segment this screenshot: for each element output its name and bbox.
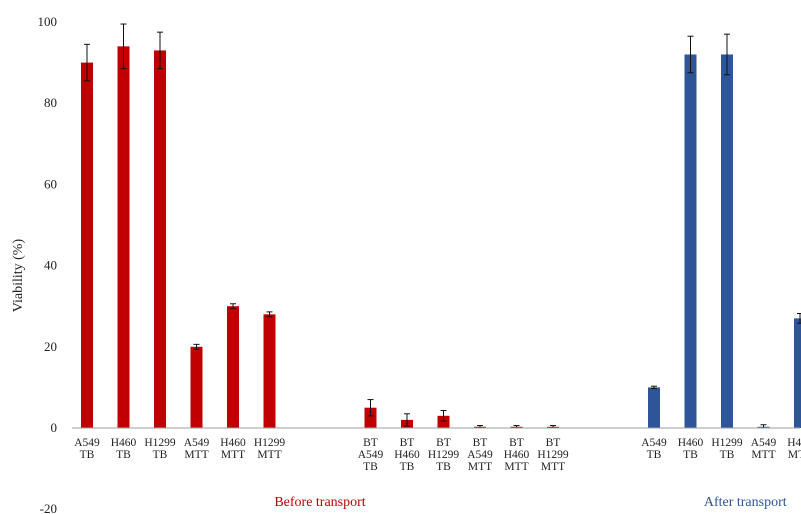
- error-bar: [120, 23, 127, 70]
- x-tick-label: H460 TB: [111, 437, 137, 461]
- y-tick-label: 20: [44, 339, 57, 354]
- x-tick-label: BT H460 MTT: [504, 437, 530, 473]
- x-tick-label: H1299 TB: [144, 437, 176, 461]
- bar: [437, 415, 450, 428]
- x-tick-label: BT H1299 TB: [428, 437, 460, 473]
- bar: [227, 306, 239, 428]
- error-bar: [440, 410, 447, 422]
- error-bar: [724, 33, 730, 76]
- bars: [81, 46, 801, 429]
- x-tick-label: H1299 MTT: [254, 437, 286, 461]
- bar: [263, 314, 276, 428]
- error-bar: [266, 311, 273, 318]
- bar: [648, 387, 660, 428]
- y-tick-label: 60: [44, 176, 57, 191]
- x-tick-label: BT H460 TB: [394, 437, 420, 473]
- error-bar: [84, 43, 90, 82]
- error-bar: [193, 343, 200, 350]
- group-label: Before transport: [274, 495, 365, 510]
- bar: [721, 54, 733, 428]
- x-tick-label: BT A549 MTT: [467, 437, 493, 473]
- x-tick-label: A549 TB: [641, 437, 667, 461]
- error-bar: [157, 31, 163, 70]
- x-tick-label: A549 MTT: [751, 437, 777, 461]
- category-labels: A549 TB H460 TB H1299 TB A549 MTT H460 MTT H1299 MT…: [74, 437, 801, 473]
- y-tick-label: 80: [44, 95, 57, 110]
- y-tick-label: 40: [44, 258, 57, 273]
- bar: [154, 50, 166, 429]
- x-tick-label: BT H1299 MTT: [537, 437, 569, 473]
- bar: [117, 46, 130, 429]
- error-bar: [230, 303, 236, 310]
- x-tick-label: H460 TB: [678, 437, 704, 461]
- x-tick-label: A549 TB: [74, 437, 100, 461]
- x-tick-label: BT A549 TB: [358, 437, 384, 473]
- y-axis-title: Viability (%): [11, 239, 26, 313]
- error-bar: [404, 413, 410, 427]
- error-bar: [651, 385, 657, 390]
- bar: [364, 407, 377, 428]
- bar: [81, 62, 93, 428]
- y-tick-label: 100: [38, 14, 58, 29]
- bar: [684, 54, 697, 428]
- error-bar: [367, 399, 374, 417]
- group-label: After transport: [704, 495, 787, 510]
- error-bar: [687, 35, 694, 74]
- bar: [794, 318, 801, 428]
- x-tick-label: A549 MTT: [184, 437, 210, 461]
- error-bar: [797, 313, 801, 324]
- y-tick-label: -20: [40, 501, 57, 514]
- bar: [190, 346, 203, 428]
- group-labels: Before transport After transport: [274, 495, 786, 510]
- y-tick-label: 0: [51, 420, 58, 435]
- x-tick-label: H1299 TB: [711, 437, 743, 461]
- y-axis-ticks: -20 0 20 40 60 80 100: [38, 14, 58, 514]
